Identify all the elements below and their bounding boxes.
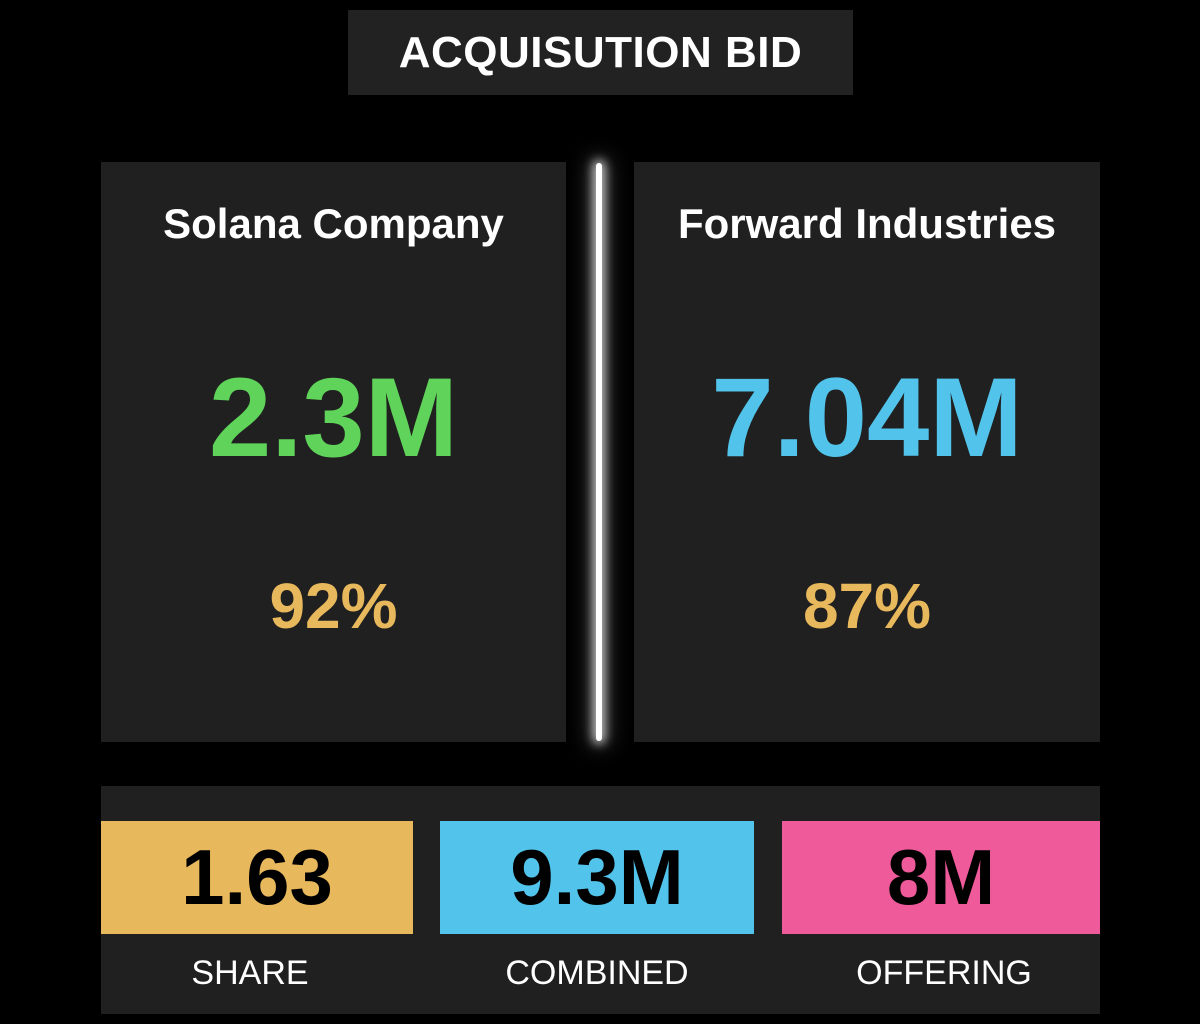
solana-bid-value: 2.3M <box>209 355 458 480</box>
forward-bid-value: 7.04M <box>711 355 1023 480</box>
panel-divider <box>596 163 602 741</box>
solana-percent: 92% <box>269 570 398 642</box>
combined-value: 9.3M <box>510 833 684 921</box>
share-label: SHARE <box>191 954 309 992</box>
title-banner: ACQUISUTION BID <box>348 10 853 95</box>
summary-bar: 1.63 SHARE 9.3M COMBINED 8M OFFERING <box>101 786 1100 1014</box>
forward-percent: 87% <box>802 570 932 642</box>
company-name-forward: Forward Industries <box>677 200 1057 247</box>
share-box: 1.63 <box>101 821 413 934</box>
offering-box: 8M <box>782 821 1100 934</box>
forward-industries-panel: Forward Industries 7.04M 87% <box>634 162 1100 742</box>
page-title: ACQUISUTION BID <box>398 27 803 77</box>
combined-label: COMBINED <box>505 954 689 992</box>
combined-box: 9.3M <box>440 821 754 934</box>
offering-label: OFFERING <box>856 954 1032 992</box>
share-value: 1.63 <box>181 833 333 921</box>
company-name-solana: Solana Company <box>163 200 504 247</box>
solana-company-panel: Solana Company 2.3M 92% <box>101 162 566 742</box>
offering-value: 8M <box>886 833 996 921</box>
